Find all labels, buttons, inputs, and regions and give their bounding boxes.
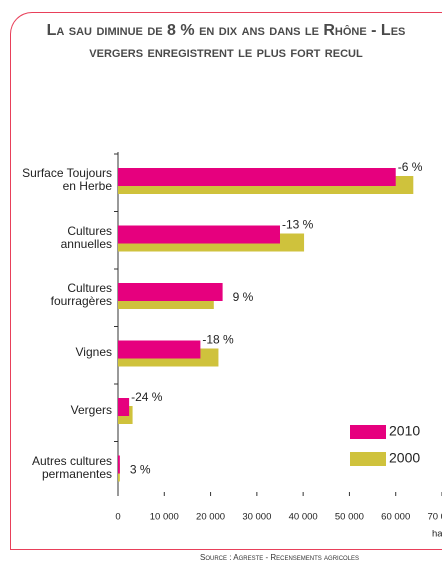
change-label: -6 %	[398, 160, 423, 174]
legend-swatch	[350, 425, 386, 439]
chart-title: La sau diminue de 8 % en dix ans dans le…	[46, 22, 406, 61]
y-tick-label: Vergers	[70, 402, 112, 417]
change-label: -13 %	[282, 218, 314, 232]
bar	[118, 455, 120, 474]
x-axis-label: ha	[432, 529, 442, 540]
change-label: -18 %	[202, 333, 234, 347]
y-tick-label: Surface Toujours en Herbe	[22, 166, 112, 193]
x-tick-label: 60 000	[381, 512, 410, 523]
source: Source : Agreste - Recensements agricole…	[200, 553, 360, 562]
x-tick-label: 40 000	[289, 512, 318, 523]
legend-swatch	[350, 452, 386, 466]
x-tick-label: 10 000	[150, 512, 179, 523]
x-tick-label: 30 000	[242, 512, 271, 523]
legend-label: 2010	[389, 423, 420, 439]
x-tick-label: 50 000	[335, 512, 364, 523]
legend-label: 2000	[389, 450, 420, 466]
x-tick-label: 20 000	[196, 512, 225, 523]
bar	[118, 340, 201, 359]
change-label: -24 %	[131, 390, 163, 404]
y-tick-label: Cultures fourragères	[50, 281, 112, 308]
x-tick-label: 0	[115, 512, 120, 523]
x-tick-label: 70 000	[427, 512, 442, 523]
change-label: 3 %	[130, 463, 151, 477]
y-tick-label: Cultures annuelles	[60, 223, 112, 251]
y-tick-label: Autres cultures permanentes	[31, 453, 112, 481]
frame	[10, 12, 442, 550]
bar	[118, 283, 223, 301]
bar	[118, 398, 130, 416]
change-label: 9 %	[233, 290, 254, 304]
y-tick-label: Vignes	[75, 345, 112, 359]
bar	[118, 168, 396, 186]
bar	[118, 225, 280, 244]
